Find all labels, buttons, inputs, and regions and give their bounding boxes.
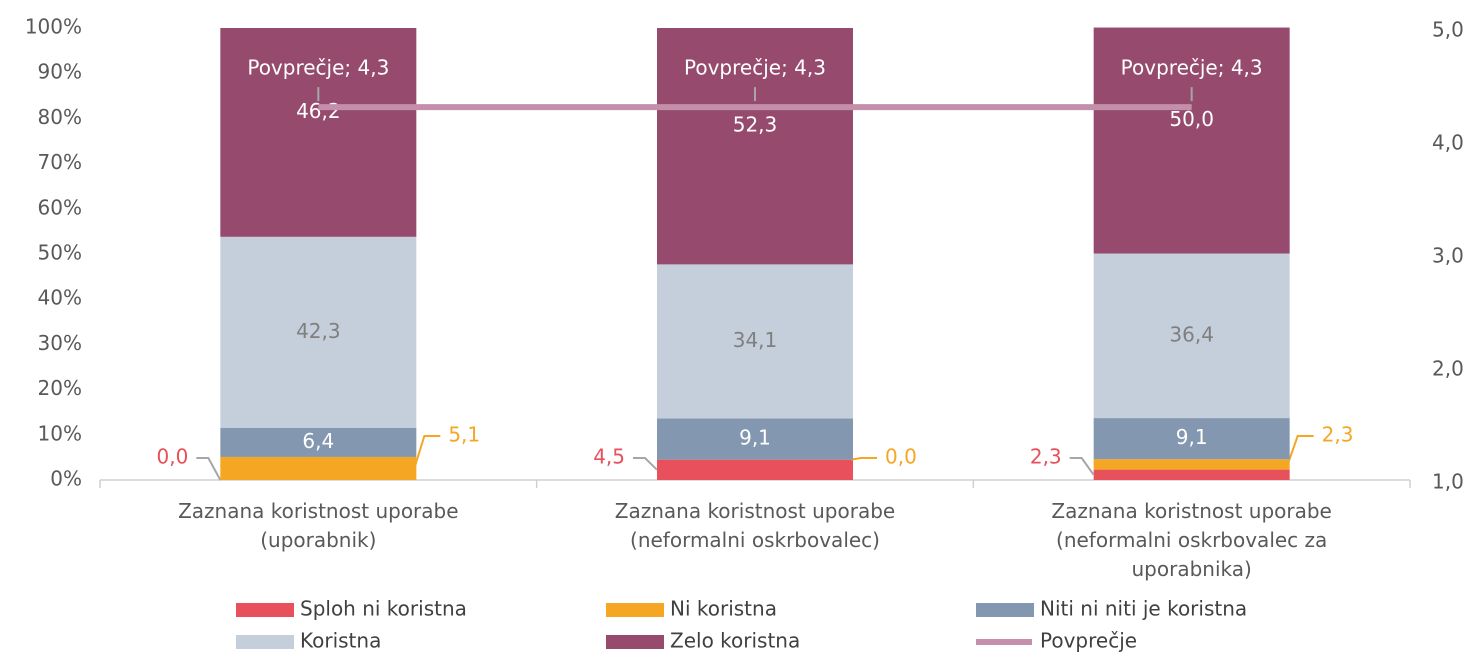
y-tick-label: 0%	[50, 467, 82, 491]
y-tick-label: 10%	[38, 421, 82, 445]
data-label: 36,4	[1169, 322, 1214, 346]
y-tick-label: 80%	[38, 105, 82, 129]
legend-swatch	[236, 635, 294, 649]
legend-label: Zelo koristna	[670, 629, 800, 653]
legend-swatch	[606, 603, 664, 617]
bar-segment	[220, 456, 417, 480]
bar-segment	[657, 459, 853, 480]
data-label: 2,3	[1030, 445, 1062, 469]
data-label: 46,2	[296, 99, 341, 123]
y-tick-label: 100%	[25, 15, 82, 39]
data-label: 9,1	[739, 426, 771, 450]
bar-segment	[220, 236, 417, 429]
data-label: 9,1	[1176, 425, 1208, 449]
bar-segment	[1093, 459, 1290, 470]
bar-segment	[220, 428, 417, 457]
y-tick-label: 70%	[38, 150, 82, 174]
data-label: Povprečje; 4,3	[1121, 56, 1263, 80]
bar-segment	[1093, 253, 1290, 419]
y2-tick-label: 2,0	[1432, 357, 1464, 381]
data-label: 50,0	[1169, 107, 1214, 131]
data-label: 2,3	[1322, 423, 1354, 447]
y-tick-label: 30%	[38, 331, 82, 355]
y-tick-label: 90%	[38, 60, 82, 84]
x-tick-label: Zaznana koristnost uporabe (neformalni o…	[614, 499, 896, 552]
data-label: 4,5	[593, 445, 625, 469]
legend-swatch	[236, 603, 294, 617]
data-label: Povprečje; 4,3	[684, 56, 826, 80]
legend-label: Sploh ni koristna	[300, 597, 467, 621]
leader-line	[1069, 457, 1095, 476]
leader-line	[413, 435, 441, 469]
leader-line	[633, 457, 658, 471]
bar-segment	[1093, 469, 1290, 480]
legend-swatch	[976, 603, 1034, 617]
y-tick-label: 60%	[38, 195, 82, 219]
y-tick-label: 40%	[38, 286, 82, 310]
data-label: 5,1	[448, 423, 480, 447]
legend-label: Ni koristna	[670, 597, 777, 621]
y-tick-label: 50%	[38, 241, 82, 265]
y2-tick-label: 3,0	[1432, 244, 1464, 268]
y2-tick-label: 5,0	[1432, 18, 1464, 42]
legend-label: Koristna	[300, 629, 381, 653]
data-label: Povprečje; 4,3	[247, 56, 389, 80]
y-tick-label: 20%	[38, 376, 82, 400]
bar-segment	[1093, 27, 1290, 254]
bar-segment	[657, 264, 853, 419]
legend-swatch	[606, 635, 664, 649]
data-label: 0,0	[885, 445, 917, 469]
legend-label: Niti ni niti je koristna	[1040, 597, 1247, 621]
x-tick-label: Zaznana koristnost uporabe (neformalni o…	[1051, 499, 1332, 581]
bar-segment	[1093, 418, 1290, 460]
x-tick-label: Zaznana koristnost uporabe (uporabnik)	[178, 499, 459, 552]
data-label: 52,3	[733, 113, 778, 137]
y2-tick-label: 4,0	[1432, 131, 1464, 155]
y2-tick-label: 1,0	[1432, 470, 1464, 494]
data-label: 42,3	[296, 319, 341, 343]
leader-line	[196, 457, 222, 481]
legend-label: Povprečje	[1040, 629, 1137, 653]
leader-line	[850, 457, 877, 461]
leader-line	[1286, 435, 1314, 465]
bar-segment	[220, 28, 417, 237]
bar-segment	[657, 28, 853, 265]
data-label: 0,0	[157, 445, 189, 469]
data-label: 34,1	[733, 328, 778, 352]
bar-segment	[657, 418, 853, 460]
data-label: 6,4	[302, 429, 334, 453]
